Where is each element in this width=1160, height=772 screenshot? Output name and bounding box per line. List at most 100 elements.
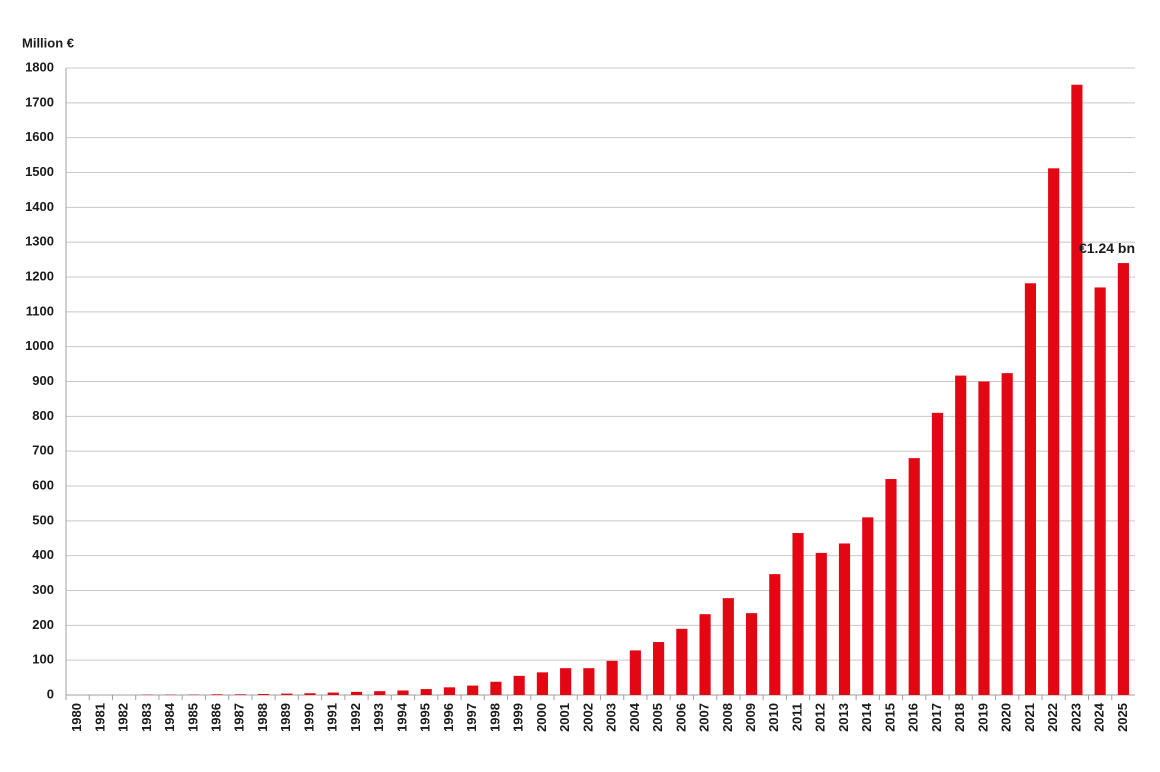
x-tick-label: 2025 [1115,703,1130,732]
x-tick-label: 1985 [185,703,200,732]
bar [536,672,548,695]
x-tick-label: 2009 [743,703,758,732]
y-tick-label: 500 [32,512,54,527]
x-tick-label: 2015 [882,703,897,732]
y-tick-label: 1300 [25,234,54,249]
x-tick-label: 2021 [1022,703,1037,732]
bar [931,412,944,695]
bar [304,693,316,695]
bar [560,668,572,695]
x-tick-label: 1991 [325,703,340,732]
bar [211,694,223,695]
x-tick-label: 2019 [975,703,990,732]
x-tick-label: 2014 [859,702,874,732]
bar [281,693,293,695]
bar [653,642,665,695]
bar [420,689,432,695]
x-tick-label: 2008 [720,703,735,732]
bar [1024,283,1037,695]
bar [1071,84,1083,696]
bar [606,660,618,695]
y-tick-label: 1800 [25,59,54,74]
x-tick-label: 2012 [813,703,828,732]
x-tick-label: 2024 [1092,702,1107,732]
y-tick-label: 1100 [26,303,54,318]
bar [1001,373,1013,695]
x-tick-label: 2023 [1068,703,1083,732]
y-tick-label: 800 [32,408,54,423]
bar [792,533,804,695]
bar [815,552,827,695]
y-tick-label: 1700 [25,94,54,109]
bar [374,691,386,695]
x-tick-label: 2004 [627,702,642,732]
x-tick-label: 1980 [69,703,84,732]
x-tick-label: 2022 [1045,703,1060,732]
x-tick-label: 1990 [301,703,316,732]
y-tick-label: 400 [32,547,54,562]
x-tick-label: 1995 [418,703,433,732]
bar [443,687,456,695]
x-tick-label: 1984 [162,702,177,732]
x-tick-label: 1996 [441,703,456,732]
bar [327,692,339,695]
x-tick-label: 1992 [348,703,363,732]
x-tick-label: 2017 [929,703,944,732]
x-tick-label: 2005 [650,703,665,732]
x-tick-label: 1993 [371,703,386,732]
x-tick-label: 1998 [487,703,502,732]
bar [862,517,874,695]
y-tick-label: 1200 [25,268,54,283]
x-tick-label: 2006 [673,703,688,732]
bar [350,691,363,695]
bar [1094,287,1106,695]
bar [257,693,270,695]
x-tick-label: 2018 [952,703,967,732]
bar [397,690,409,695]
value-label: €1.24 bn [1079,240,1135,256]
x-tick-label: 1981 [92,703,107,732]
x-tick-label: 2010 [766,703,781,732]
bar [583,668,595,695]
y-tick-label: 900 [32,373,54,388]
x-tick-label: 2000 [534,703,549,732]
x-tick-label: 1988 [255,703,270,732]
bar [234,694,246,695]
bar [1048,168,1060,695]
bar [467,685,479,695]
x-tick-label: 1987 [232,703,247,732]
bar [699,614,711,695]
y-tick-label: 1500 [25,164,54,179]
bar [629,650,641,695]
bar [908,458,920,695]
x-tick-label: 2011 [789,703,804,731]
bar [513,675,525,695]
x-tick-label: 2007 [697,703,712,732]
y-tick-label: 1600 [25,129,54,144]
bar [769,574,781,695]
y-tick-label: 0 [47,686,54,701]
y-tick-label: 200 [32,617,54,632]
x-tick-label: 1982 [116,703,131,732]
bar [885,479,897,695]
x-tick-label: 1997 [464,703,479,732]
x-tick-label: 1986 [208,703,223,732]
x-tick-label: 1999 [511,703,526,732]
bar [1117,263,1129,695]
x-tick-label: 2013 [836,703,851,732]
x-tick-label: 1994 [394,702,409,732]
y-tick-label: 100 [32,652,54,667]
bar [955,375,967,695]
y-tick-label: 700 [32,443,54,458]
x-tick-label: 2016 [906,703,921,732]
y-tick-label: 1400 [25,199,54,214]
bar [838,543,851,695]
bar [676,628,688,695]
x-tick-label: 2020 [999,703,1014,732]
y-tick-label: 300 [32,582,54,597]
y-tick-label: 1000 [25,338,54,353]
bar [978,381,990,695]
x-tick-label: 2002 [580,703,595,732]
x-tick-label: 1989 [278,703,293,732]
